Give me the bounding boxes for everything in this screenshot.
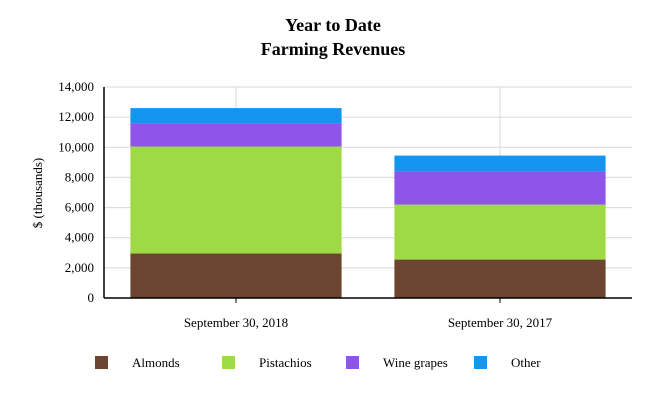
bar-segment-almonds <box>394 259 606 298</box>
tick-labels: 0 2,000 4,000 6,000 8,000 10,000 12,000 14,000 S… <box>58 79 552 330</box>
x-tick-label: September 30, 2018 <box>184 315 288 330</box>
legend-label-wine-grapes: Wine grapes <box>383 355 448 370</box>
bar-segment-pistachios <box>130 146 342 254</box>
chart-subtitle: Farming Revenues <box>261 39 405 59</box>
y-tick-label: 0 <box>88 290 95 305</box>
legend-swatch-pistachios <box>222 356 235 369</box>
y-tick-label: 12,000 <box>58 109 94 124</box>
y-axis-label: $ (thousands) <box>30 158 45 228</box>
legend-label-other: Other <box>511 355 541 370</box>
bar-segment-wine-grapes <box>130 123 342 147</box>
chart-title: Year to Date <box>285 15 381 35</box>
bar-segment-other <box>394 155 606 172</box>
y-tick-label: 6,000 <box>65 200 94 215</box>
y-tick-label: 14,000 <box>58 79 94 94</box>
x-tick-label: September 30, 2017 <box>448 315 553 330</box>
y-tick-label: 2,000 <box>65 260 94 275</box>
bar-segment-almonds <box>130 253 342 298</box>
y-tick-label: 4,000 <box>65 230 94 245</box>
y-tick-label: 10,000 <box>58 139 94 154</box>
legend-swatch-other <box>474 356 487 369</box>
legend-label-almonds: Almonds <box>132 355 180 370</box>
bars <box>130 108 606 298</box>
y-tick-label: 8,000 <box>65 169 94 184</box>
legend: Almonds Pistachios Wine grapes Other <box>95 355 541 370</box>
legend-swatch-almonds <box>95 356 108 369</box>
bar-segment-wine-grapes <box>394 171 606 205</box>
legend-swatch-wine-grapes <box>346 356 359 369</box>
bar-segment-other <box>130 108 342 124</box>
bar-segment-pistachios <box>394 204 606 260</box>
axes <box>103 87 632 303</box>
legend-label-pistachios: Pistachios <box>259 355 312 370</box>
